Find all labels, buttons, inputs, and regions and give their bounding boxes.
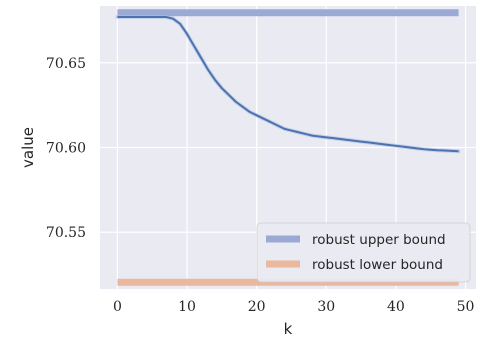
x-tick-label: 40 (387, 299, 405, 315)
series-line-2 (117, 16, 459, 153)
x-tick-label: 10 (178, 299, 196, 315)
y-axis-label: value (19, 127, 37, 168)
y-axis-ticks: 70.55 70.60 70.65 (46, 56, 86, 241)
legend-box (256, 222, 471, 283)
x-axis-ticks: 0 10 20 30 40 50 (113, 299, 475, 315)
x-tick-label: 30 (317, 299, 335, 315)
legend-label: robust upper bound (312, 232, 446, 248)
x-axis-label: k (284, 320, 293, 338)
x-tick-label: 50 (457, 299, 475, 315)
y-tick-label: 70.65 (46, 56, 86, 72)
x-tick-label: 0 (113, 299, 122, 315)
legend-label: robust lower bound (312, 257, 443, 273)
y-tick-label: 70.55 (46, 225, 86, 241)
y-tick-label: 70.60 (46, 141, 86, 157)
legend: robust upper bound robust lower bound (256, 222, 471, 283)
x-tick-label: 20 (248, 299, 266, 315)
